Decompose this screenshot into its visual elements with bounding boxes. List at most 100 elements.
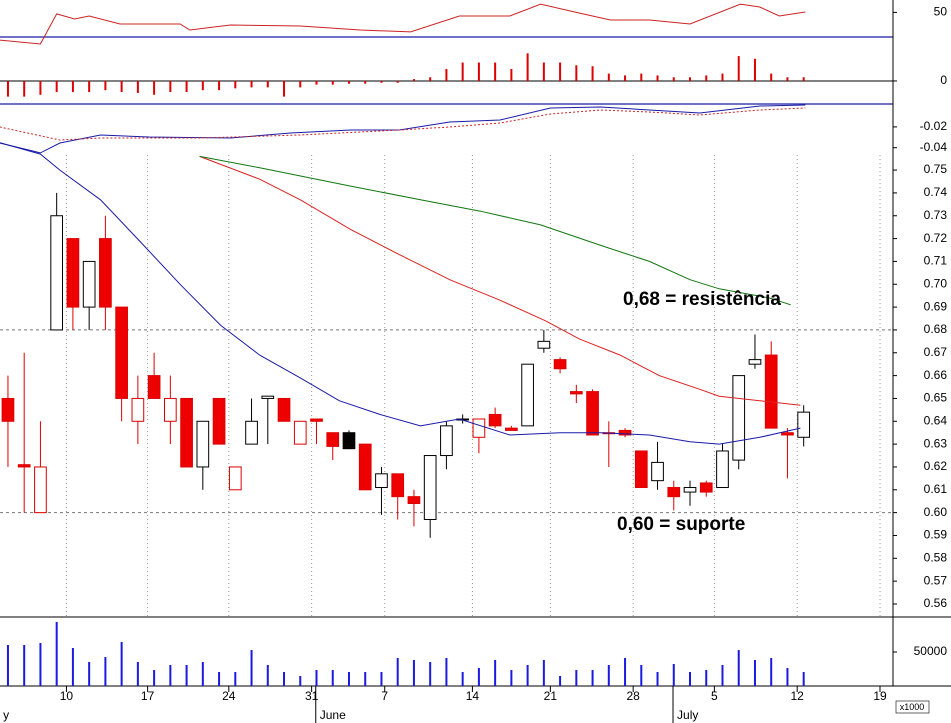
x-tick-label: 7 [381,689,388,703]
bar [169,664,172,686]
x-tick-label: 5 [711,689,718,703]
bar [364,671,367,686]
candle-body [569,391,583,395]
bar [672,663,675,686]
candle-body [699,482,713,493]
line-series [199,155,801,406]
bar [510,68,513,81]
x-tick-label: 19 [873,689,887,703]
y-tick-label: 0.67 [924,345,948,359]
bar [575,670,578,686]
candle-body [667,487,681,498]
candle-body [66,238,80,308]
candle-body [261,395,275,399]
bar [39,643,42,686]
bar [136,80,139,93]
y-tick-label: 0.63 [924,436,948,450]
bar [88,662,91,686]
candle-body [50,215,64,331]
candle-body [764,354,778,429]
x-tick-label: 12 [791,689,805,703]
bar [429,77,432,81]
bar [721,664,724,686]
candle-body [537,340,551,349]
bar [218,80,221,91]
bar [802,671,805,686]
bar [104,80,107,91]
bar [624,657,627,686]
bar [607,664,610,686]
bar [753,660,756,686]
candle-body [440,425,453,457]
candle-body [180,397,193,468]
bar [429,662,432,686]
candle-body [732,375,746,461]
y-tick-label: -0.04 [920,140,948,154]
candle-body [407,496,421,504]
line-series [199,155,791,306]
bar [542,62,545,81]
bar [672,77,675,81]
bar [380,80,383,83]
candle-body [683,487,697,493]
candle-body [391,473,405,498]
bar [494,660,497,686]
bar [331,80,334,85]
candle-body [228,466,242,491]
candle-body [553,359,567,370]
bar [39,80,42,95]
bar [412,79,415,81]
candle-body [358,443,372,491]
bar [169,80,172,93]
bar [591,670,594,686]
month-label: June [320,708,346,722]
bar [510,670,513,686]
candle-body [164,397,177,422]
candle-body [326,432,340,447]
y-tick-label: 0.68 [924,322,948,336]
candle-body [147,375,161,399]
candle-body [131,397,145,422]
bar [461,62,464,81]
candle-body [342,432,356,450]
candle-body [277,397,291,422]
bar [250,650,253,686]
bar [55,80,58,93]
x-tick-label: 31 [305,689,319,703]
bar [542,660,545,686]
bar [266,664,269,686]
bar [770,657,773,686]
bar [299,676,302,686]
y-tick-label: -0.02 [920,119,948,133]
x-tick-label: 21 [544,689,558,703]
y-tick-label: 0.57 [924,573,948,587]
bar [705,670,708,686]
candle-body [196,420,210,468]
candle-body [1,397,15,422]
y-tick-label: 0.56 [924,596,948,610]
bar [266,80,269,88]
bar [737,56,740,81]
bar [6,645,9,686]
bar [299,80,302,88]
month-label: July [677,708,698,722]
candle-body [472,418,486,438]
candle-body [651,461,664,482]
bar [120,80,123,93]
bar [283,80,286,97]
bar [770,73,773,81]
line-series [0,3,806,45]
candle-body [521,363,534,427]
bar [526,664,529,686]
candle-body [634,450,648,489]
candle-body [17,464,31,468]
bar [802,77,805,81]
y-tick-label: 0.60 [924,505,948,519]
candle-body [99,238,112,308]
bar [640,73,643,81]
x-tick-label: 10 [60,689,74,703]
x-tick-label: 14 [466,689,480,703]
